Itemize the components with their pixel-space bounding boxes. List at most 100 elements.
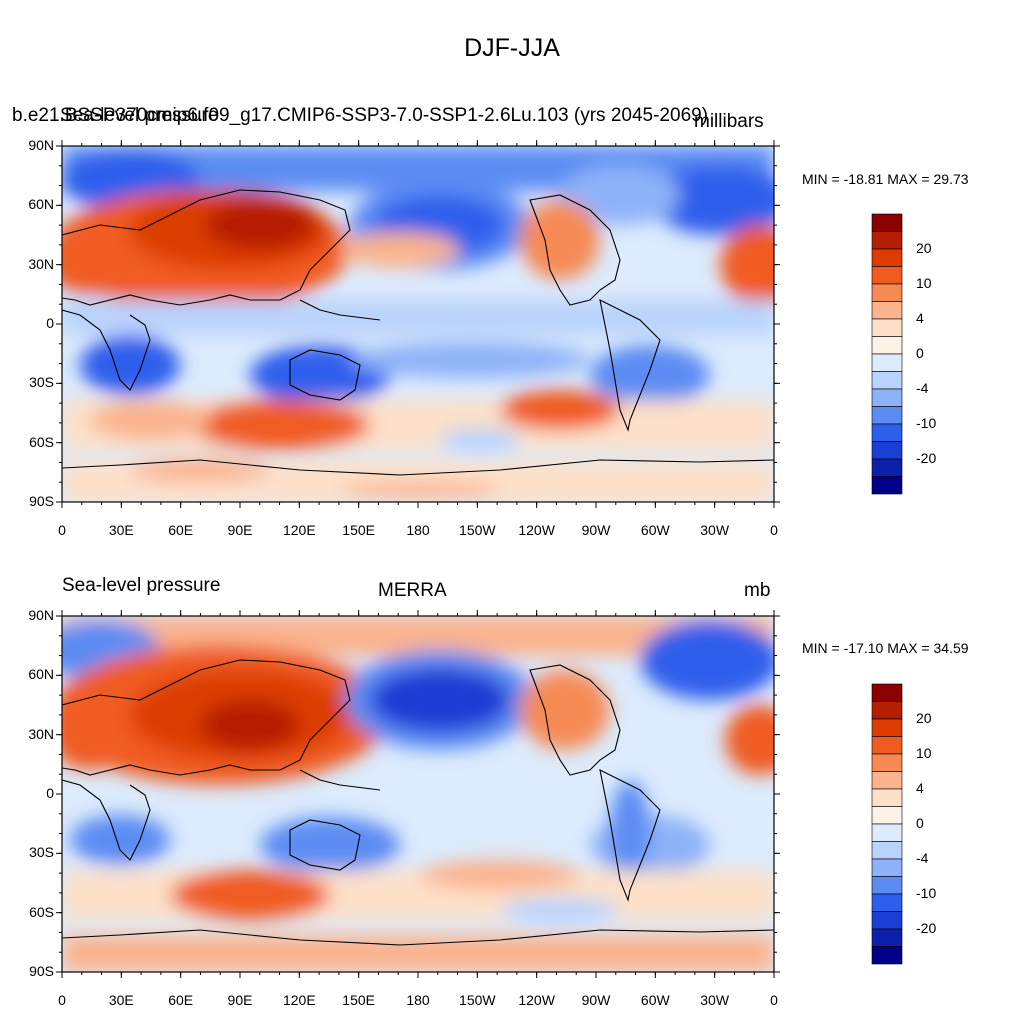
colorbar-swatch <box>871 893 903 912</box>
colorbar-label: -4 <box>916 380 929 396</box>
lat-tick-label: 90N <box>28 137 54 153</box>
lon-tick-label: 150W <box>459 992 496 1008</box>
colorbar-swatch <box>871 406 903 425</box>
colorbar-swatch <box>871 266 903 285</box>
panel1-coastlines <box>62 189 774 476</box>
colorbar-label: -4 <box>916 850 929 866</box>
figure-title: DJF-JJA <box>464 34 560 62</box>
colorbar-swatch <box>871 841 903 860</box>
colorbar-swatch <box>871 876 903 895</box>
lon-tick-label: 150W <box>459 522 496 538</box>
colorbar-swatch <box>871 823 903 842</box>
panel1-right-label: millibars <box>694 111 764 132</box>
colorbar-label: -20 <box>916 450 937 466</box>
colorbar-swatch <box>871 683 903 702</box>
lon-tick-label: 90E <box>227 522 253 538</box>
panel2-coastlines <box>62 659 774 946</box>
lat-tick-label: 60S <box>29 903 54 920</box>
colorbar-label: 4 <box>916 780 924 796</box>
colorbar-swatch <box>871 248 903 267</box>
lon-tick-label: 120E <box>282 522 316 538</box>
colorbar-swatch <box>871 701 903 720</box>
lon-tick-label: 30W <box>700 522 730 538</box>
colorbar-swatch <box>871 353 903 372</box>
colorbar-swatch <box>871 928 903 947</box>
lat-tick-label: 0 <box>46 785 54 801</box>
lon-tick-label: 120W <box>518 522 555 538</box>
lat-tick-label: 30S <box>29 374 54 391</box>
lon-tick-label: 120E <box>282 992 316 1008</box>
lon-tick-label: 90W <box>581 522 611 538</box>
colorbar-swatch <box>871 806 903 825</box>
lat-tick-label: 30N <box>28 725 54 742</box>
lat-tick-label: 90N <box>28 607 54 623</box>
panel2-right-label: mb <box>744 580 771 601</box>
panel1-map <box>62 146 774 502</box>
colorbar-label: -10 <box>916 885 937 901</box>
lon-tick-label: 30E <box>108 992 134 1008</box>
lon-tick-label: 0 <box>770 522 778 538</box>
lon-tick-label: 0 <box>58 522 66 538</box>
lon-tick-label: 90E <box>227 992 253 1008</box>
colorbar-swatch <box>871 458 903 477</box>
colorbar-label: 0 <box>916 815 924 831</box>
lon-tick-label: 60W <box>640 522 670 538</box>
colorbar-swatch <box>871 213 903 232</box>
lon-tick-label: 30E <box>108 522 134 538</box>
colorbar-swatch <box>871 423 903 442</box>
lat-tick-label: 30S <box>29 844 54 861</box>
lon-tick-label: 90W <box>581 992 611 1008</box>
lat-tick-label: 0 <box>46 315 54 331</box>
panel1-minmax: MIN = -18.81 MAX = 29.73 <box>802 171 969 187</box>
lon-tick-label: 0 <box>58 992 66 1008</box>
colorbar-swatch <box>871 736 903 755</box>
lat-tick-label: 90S <box>29 493 54 509</box>
colorbar-label: 20 <box>916 240 932 256</box>
colorbar-label: -10 <box>916 415 937 431</box>
lon-tick-label: 120W <box>518 992 555 1008</box>
lat-tick-label: 60N <box>28 196 54 213</box>
colorbar-label: -20 <box>916 920 937 936</box>
colorbar-label: 10 <box>916 745 932 761</box>
colorbar-swatch <box>871 336 903 355</box>
lon-tick-label: 150E <box>342 992 375 1008</box>
colorbar-swatch <box>871 771 903 790</box>
lat-tick-label: 60N <box>28 666 54 683</box>
lat-tick-label: 30N <box>28 255 54 272</box>
colorbar-label: 4 <box>916 310 924 326</box>
colorbar-swatch <box>871 301 903 320</box>
panel1-left-label: Sea-level pressure <box>60 105 219 126</box>
panel2-center-label: MERRA <box>378 580 447 601</box>
colorbar-swatch <box>871 718 903 737</box>
colorbar-label: 0 <box>916 345 924 361</box>
colorbar-swatch <box>871 911 903 930</box>
lon-tick-label: 60E <box>168 522 194 538</box>
colorbar-swatch <box>871 283 903 302</box>
lon-tick-label: 60E <box>168 992 194 1008</box>
colorbar-swatch <box>871 318 903 337</box>
lon-tick-label: 60W <box>640 992 670 1008</box>
colorbar-swatch <box>871 476 903 495</box>
colorbar-label: 20 <box>916 710 932 726</box>
panel2-minmax: MIN = -17.10 MAX = 34.59 <box>802 640 969 656</box>
lon-tick-label: 180 <box>406 992 430 1008</box>
colorbar-swatch <box>871 371 903 390</box>
lat-tick-label: 60S <box>29 433 54 450</box>
lon-tick-label: 30W <box>700 992 730 1008</box>
colorbar-swatch <box>871 788 903 807</box>
colorbar-swatch <box>871 441 903 460</box>
lat-tick-label: 90S <box>29 963 54 979</box>
colorbar-swatch <box>871 753 903 772</box>
lon-tick-label: 0 <box>770 992 778 1008</box>
colorbar-swatch <box>871 231 903 250</box>
colorbar-label: 10 <box>916 275 932 291</box>
panel2-map <box>62 616 774 972</box>
lon-tick-label: 150E <box>342 522 375 538</box>
colorbar-swatch <box>871 388 903 407</box>
colorbar-swatch <box>871 946 903 965</box>
lon-tick-label: 180 <box>406 522 430 538</box>
panel2-left-label: Sea-level pressure <box>62 575 221 596</box>
colorbar-swatch <box>871 858 903 877</box>
panel1-center-label: b.e21.BSSP370cmip6.f09_g17.CMIP6-SSP3-7.… <box>12 105 709 126</box>
